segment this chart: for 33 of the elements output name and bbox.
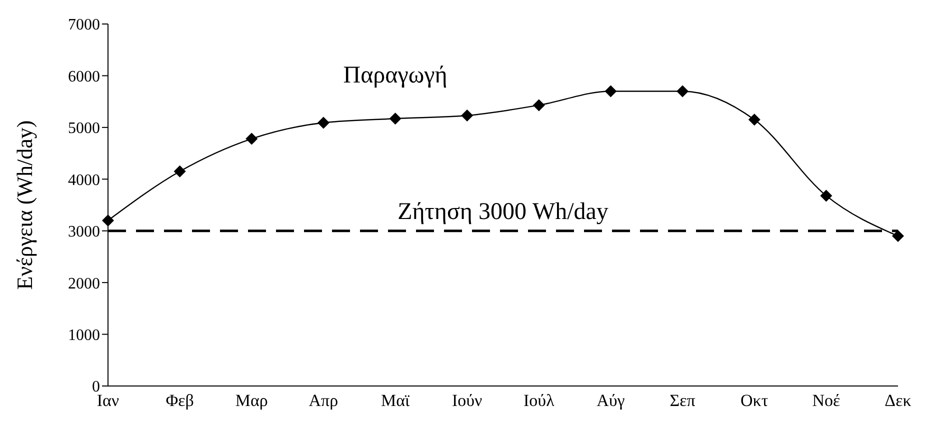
y-tick-label: 5000 bbox=[68, 120, 100, 138]
point bbox=[461, 110, 474, 122]
x-tick-label: Σεπ bbox=[670, 391, 696, 410]
point bbox=[246, 132, 258, 145]
point bbox=[174, 165, 186, 178]
x-tick-label: Φεβ bbox=[166, 391, 194, 410]
y-tick-label: 4000 bbox=[68, 172, 100, 189]
point bbox=[748, 114, 760, 126]
point bbox=[820, 190, 832, 202]
x-tick-label: Νοέ bbox=[812, 391, 840, 410]
point bbox=[892, 230, 904, 242]
x-tick-label: Οκτ bbox=[740, 391, 768, 410]
point bbox=[604, 85, 617, 98]
x-tick-label: Αύγ bbox=[596, 391, 626, 410]
y-tick-label: 3000 bbox=[68, 224, 100, 241]
y-axis-title: Ενέργεια (Wh/day) bbox=[12, 120, 37, 290]
x-tick-label: Μαρ bbox=[235, 391, 268, 410]
y-tick-label: 2000 bbox=[68, 275, 100, 292]
x-tick-label: Ιούν bbox=[452, 391, 483, 410]
y-tick-label: 6000 bbox=[68, 68, 100, 86]
x-tick-label: Ιούλ bbox=[523, 391, 556, 410]
point bbox=[317, 116, 330, 129]
point bbox=[676, 85, 689, 98]
series-label: Παραγωγή bbox=[343, 62, 448, 89]
x-tick-label: Δεκ bbox=[884, 391, 912, 410]
point bbox=[102, 214, 114, 227]
ref-line-label: Ζήτηση 3000 Wh/day bbox=[398, 198, 608, 225]
x-tick-label: Απρ bbox=[308, 391, 338, 410]
y-tick-label: 1000 bbox=[68, 326, 100, 344]
x-tick-label: Μαϊ bbox=[380, 391, 410, 410]
point bbox=[389, 112, 402, 125]
y-tick-label: 7000 bbox=[68, 16, 100, 34]
point bbox=[532, 99, 545, 112]
